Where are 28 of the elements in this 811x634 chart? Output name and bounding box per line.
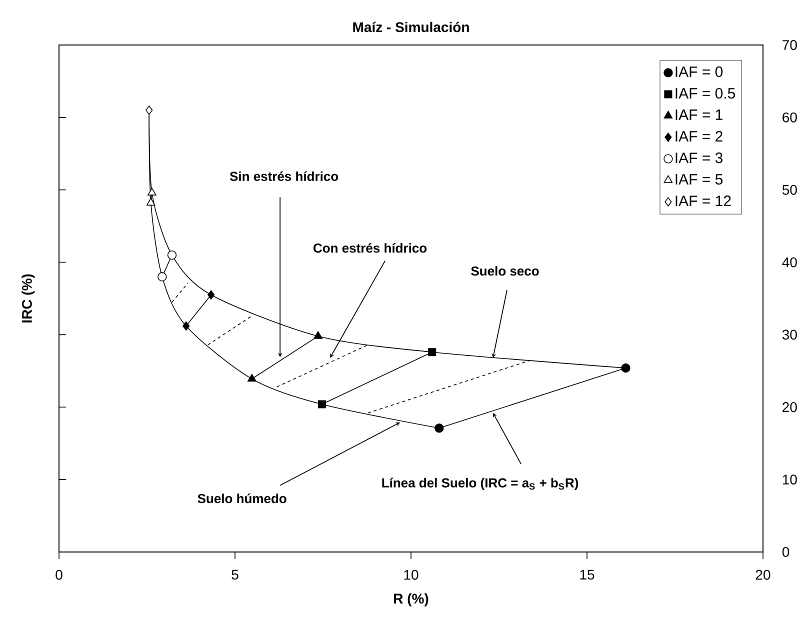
y-tick-label: 20 [782,402,797,412]
annotation: Línea del Suelo (IRC = a$_{S}$ + b$_{S}$R) [382,478,578,490]
annotation: Sin estrés hídrico [230,171,338,181]
legend-label: IAF = 0 [676,66,723,78]
x-tick-label: 10 [404,570,418,580]
y-tick-label: 0 [782,547,790,557]
legend-label: IAF = 1 [676,110,722,120]
legend-label: IAF = 3 [676,152,723,164]
x-tick-label: 5 [232,570,238,580]
x-axis-title: R (%) [394,593,428,606]
y-tick-label: 10 [782,474,797,485]
x-tick-label: 15 [580,570,594,580]
x-tick-label: 20 [756,570,770,580]
y-tick-label: 50 [782,184,797,195]
annotation: Con estrés hídrico [314,243,427,253]
annotation: Suelo seco [471,266,539,276]
y-tick-label: 70 [782,40,797,50]
legend-label: IAF = 0.5 [676,88,736,99]
y-tick-label: 60 [782,112,797,122]
legend-label: IAF = 5 [676,174,723,185]
annotation: Suelo húmedo [198,494,286,504]
y-tick-label: 40 [782,257,797,268]
y-tick-label: 30 [782,330,797,340]
y-axis-title: IRC (%) [22,274,35,322]
x-tick-label: 0 [56,570,62,580]
legend-label: IAF = 2 [676,130,722,142]
chart-title: Maíz - Simulación [353,22,469,32]
legend-label: IAF = 12 [676,196,731,206]
